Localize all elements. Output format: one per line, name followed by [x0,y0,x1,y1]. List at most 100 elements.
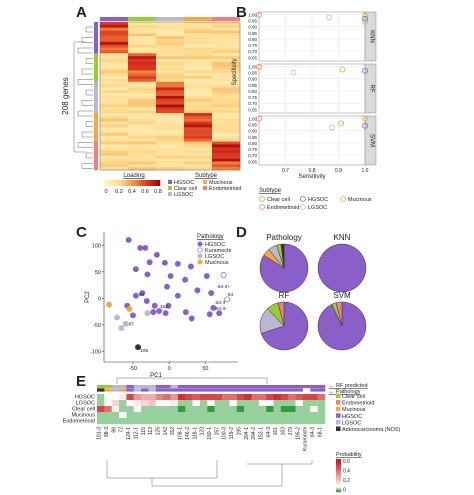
heatmap-cell [128,24,157,28]
subtype-annotation-cell [212,17,240,21]
heatmap-cell [128,47,157,51]
row-annotation-cell [94,41,98,46]
pca-point [122,320,129,327]
probability-cell [244,394,252,401]
heatmap-cell [128,53,157,57]
colorbar-segment [115,180,117,186]
probability-cell [163,418,171,425]
column-label: 179 [288,427,294,436]
probability-cell [155,412,164,419]
row-annotation-cell [94,73,98,77]
probability-colorbar-segment [336,490,341,493]
heatmap-cell [100,87,129,91]
probability-cell [273,412,282,419]
probability-cell [244,418,252,425]
heatmap-cell [128,36,157,40]
pca-point [132,266,139,273]
heatmap-cell [212,30,241,34]
column-label: 195 [236,427,242,436]
probability-cell [111,412,120,419]
point-annotation: 64 [228,292,234,298]
heatmap-cell [128,130,157,134]
heatmap-cell [212,161,241,165]
heatmap-cell [184,22,213,26]
probability-cell [192,412,201,419]
heatmap-cell [156,110,185,114]
row-annotation-cell [94,90,98,94]
heatmap-cell [212,113,241,117]
column-label: 108-1 [178,427,184,440]
heatmap-cell [100,41,129,46]
probability-cell [295,418,304,425]
pathology-legend-swatch [336,400,341,405]
pathology-label: ← Pathology [329,389,361,395]
heatmap-cell [128,158,157,162]
heatmap-cell [128,110,157,114]
y-tick-label: 0.65 [248,159,257,164]
heatmap-cell [212,107,241,111]
probability-cell [192,406,201,413]
rf-predicted-label: ← RF predicted [329,383,368,389]
heatmap-cell [128,147,157,151]
colorbar-segment [130,180,133,186]
probability-colorbar-segment [336,467,341,470]
heatmap-cell [100,56,129,60]
heatmap-cell [128,27,157,31]
heatmap-cell [156,81,185,85]
pca-point [210,304,217,311]
probability-colorbar-segment [336,462,341,464]
probability-cell [185,406,193,413]
heatmap-cell [212,81,241,85]
subtype-annotation-cell [100,17,128,21]
probability-cell [97,412,105,419]
heatmap-cell [184,47,213,51]
y-tick-label: 0.85 [248,135,257,140]
heatmap-cell [184,87,213,91]
pca-point [165,302,172,309]
heatmap-cell [212,133,241,137]
y-tick-label: 1.00 [248,116,257,121]
heatmap-cell [128,118,157,122]
y-tick-label: 0.70 [248,153,257,158]
pca-point [164,283,170,290]
probability-colorbar-segment [336,488,341,490]
pathology-cell [170,388,179,392]
chart-c-xlabel: PC1 [150,373,162,379]
y-tick-label: 0.80 [248,89,257,94]
point-annotation: 64-3+ [218,284,231,290]
colorbar-segment [146,180,148,186]
probability-cell [119,406,127,413]
heatmap-cell [212,141,241,145]
rf-predicted-cell [177,385,186,389]
heatmap-cell [100,118,129,122]
heatmap-cell [212,47,241,51]
probability-cell [295,406,304,413]
probability-cell [163,394,171,401]
probability-cell [192,418,201,425]
heatmap-cell [156,107,185,111]
heatmap-cell [128,96,157,100]
heatmap-cell [156,121,185,125]
scatter-point [290,69,297,76]
probability-cell [104,406,112,413]
probability-colorbar-segment [336,464,341,466]
row-annotation-cell [94,101,98,105]
row-annotation-cell [94,56,98,60]
pca-point [208,290,215,296]
probability-cell [288,406,296,413]
rf-predicted-cell [133,385,142,389]
row-annotation-cell [94,30,98,34]
probability-cell [141,412,149,419]
subtype-legend-label: Endometrioid [209,186,241,192]
facet-strip-label: SVM [369,134,375,147]
y-tick-label: 0.75 [248,43,257,48]
pathology-cell [163,388,171,392]
rf-predicted-cell [229,385,237,389]
probability-cell [236,394,245,401]
probability-cell [302,400,311,407]
heatmap-cell [156,93,185,97]
heatmap-cell [184,98,213,102]
probability-cell [288,418,296,425]
heatmap-cell [128,76,157,80]
probability-cell [236,406,245,413]
